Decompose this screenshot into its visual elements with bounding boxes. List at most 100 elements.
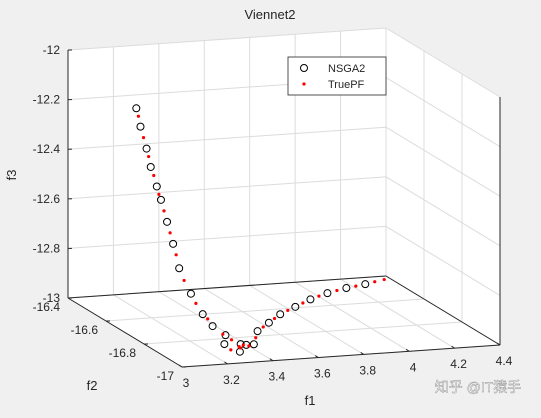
data-point <box>272 316 277 321</box>
data-point <box>136 122 145 131</box>
y-axis-label: f2 <box>87 378 98 393</box>
data-point <box>136 114 140 118</box>
data-point <box>247 344 251 348</box>
axis-line <box>67 275 387 299</box>
y-tick-label: -17 <box>157 369 175 383</box>
tick-mark <box>451 345 455 349</box>
grid-line <box>294 281 410 352</box>
data-point <box>306 295 315 304</box>
data-point <box>317 294 321 298</box>
grid-line <box>105 298 425 322</box>
tick-mark <box>224 361 228 365</box>
data-point <box>152 182 161 191</box>
z-tick-label: -12.4 <box>33 142 61 156</box>
data-point <box>301 301 305 305</box>
x-axis-label: f1 <box>305 393 316 408</box>
data-point <box>361 280 370 289</box>
legend-label: NSGA2 <box>328 63 365 75</box>
x-tick-label: 4.2 <box>450 357 467 371</box>
z-tick-label: -12.8 <box>33 241 61 255</box>
data-point <box>206 317 210 321</box>
data-point <box>342 284 351 293</box>
axis-line <box>385 275 501 346</box>
grid-line <box>143 321 463 345</box>
data-point <box>382 277 386 282</box>
data-point <box>169 239 178 248</box>
tick-mark <box>178 364 183 368</box>
y-tick-label: -16.6 <box>71 323 99 337</box>
x-tick-label: 3.4 <box>269 370 286 384</box>
data-point <box>241 343 245 347</box>
legend-label: TruePF <box>328 79 365 91</box>
axis-line <box>181 344 501 368</box>
y-tick-label: -16.8 <box>109 346 137 360</box>
data-point <box>142 144 151 153</box>
legend-box <box>287 56 387 96</box>
data-point <box>174 253 178 257</box>
data-point <box>261 325 265 329</box>
data-point <box>354 284 358 288</box>
legend-marker <box>300 64 308 72</box>
data-point <box>157 192 161 196</box>
data-point <box>229 348 233 352</box>
data-point <box>237 345 241 349</box>
grid-line <box>249 285 364 355</box>
data-point <box>208 322 217 331</box>
legend-marker <box>302 82 306 86</box>
data-point <box>141 136 146 140</box>
data-point <box>335 288 339 293</box>
axes: 3 3.2 3.4 3.6 3.8 4 4.2 4.4-17-16.8-16.6-16.4-1… <box>33 27 513 390</box>
data-point <box>249 340 258 349</box>
data-point <box>175 264 184 273</box>
grid-line <box>204 288 319 358</box>
data-point <box>146 162 155 171</box>
tick-mark <box>496 342 501 346</box>
grid-line <box>67 126 501 197</box>
grid-line <box>67 176 501 247</box>
data-point <box>162 209 166 213</box>
x-tick-label: 3.8 <box>359 363 376 377</box>
data-point <box>163 217 172 226</box>
z-tick-label: -12.6 <box>33 192 61 206</box>
data-point <box>264 318 273 327</box>
z-tick-label: -12 <box>43 43 61 57</box>
data-point <box>194 301 198 305</box>
data-point <box>147 154 151 159</box>
x-tick-label: 4.4 <box>496 354 513 368</box>
data-point <box>152 173 156 178</box>
data-point <box>323 289 332 298</box>
data-point <box>168 231 172 235</box>
data-point <box>182 278 186 283</box>
data-point <box>254 336 258 340</box>
data-point <box>229 338 234 342</box>
data-point <box>220 340 229 349</box>
z-tick-label: -13 <box>43 291 61 305</box>
grid-line <box>113 294 228 365</box>
x-tick-label: 4 <box>410 360 417 374</box>
data-point <box>156 195 165 204</box>
data-point <box>253 327 262 336</box>
data-point <box>286 308 290 313</box>
tick-mark <box>360 352 364 355</box>
data-point <box>132 104 141 113</box>
axes-background <box>68 28 500 367</box>
data-point <box>373 280 377 284</box>
axis-line <box>67 297 183 368</box>
data-point <box>186 289 195 298</box>
tick-mark <box>269 358 274 362</box>
data-point <box>276 310 285 319</box>
grid-line <box>340 278 455 349</box>
watermark: 知乎 @IT猿手 <box>435 379 522 395</box>
grid-line <box>67 225 501 296</box>
data-point <box>221 332 225 336</box>
tick-mark <box>405 348 410 352</box>
z-tick-label: -12.2 <box>33 93 61 107</box>
x-tick-label: 3 <box>183 376 190 390</box>
x-tick-label: 3.6 <box>314 367 331 381</box>
z-axis-label: f3 <box>4 170 19 181</box>
tick-mark <box>315 355 319 358</box>
data-point <box>291 302 300 311</box>
y-tick-label: -16.4 <box>33 300 61 314</box>
